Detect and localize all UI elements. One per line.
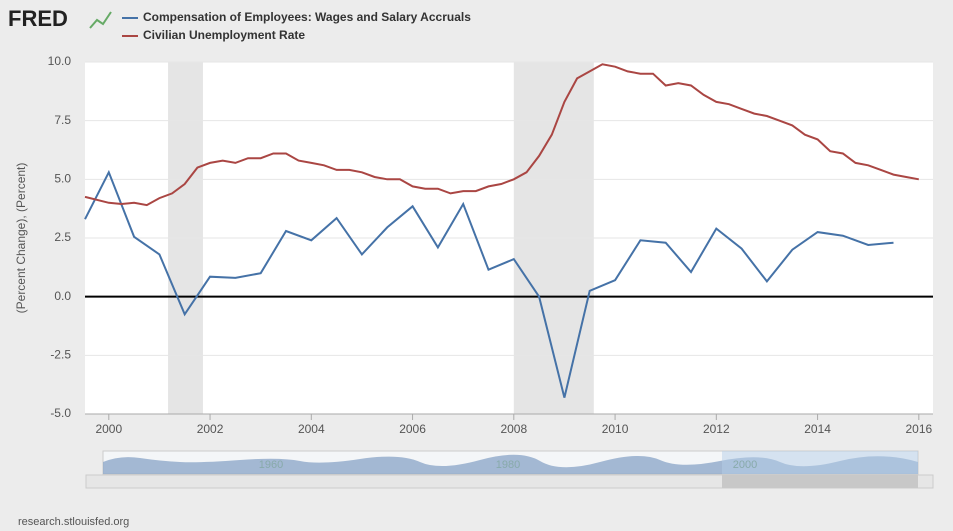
- logo: FRED: [8, 6, 68, 31]
- navigator-area: [103, 454, 918, 474]
- x-tick-label: 2014: [804, 422, 831, 436]
- footer: research.stlouisfed.org: [18, 516, 129, 528]
- x-tick-label: 2000: [95, 422, 122, 436]
- y-tick-label: -2.5: [50, 348, 71, 362]
- logo-icon: [89, 11, 112, 29]
- x-tick-label: 2008: [500, 422, 527, 436]
- navigator-label: 2000: [733, 459, 757, 471]
- x-tick-label: 2004: [298, 422, 325, 436]
- y-tick-label: 5.0: [54, 172, 71, 186]
- x-tick-label: 2006: [399, 422, 426, 436]
- navigator-label: 1960: [259, 459, 283, 471]
- x-tick-label: 2016: [905, 422, 932, 436]
- series-line: [84, 169, 894, 398]
- series-line: [84, 63, 919, 207]
- navigator: 1960 1980 2000: [85, 450, 934, 489]
- legend-label: Civilian Unemployment Rate: [143, 28, 305, 42]
- x-tick-label: 2010: [602, 422, 629, 436]
- scrollbar-thumb[interactable]: [722, 475, 918, 488]
- x-tick-label: 2002: [197, 422, 224, 436]
- y-axis-label: (Percent Change), (Percent): [14, 163, 28, 314]
- y-tick-label: 10.0: [48, 54, 72, 68]
- navigator-label: 1980: [496, 459, 520, 471]
- x-tick-label: 2012: [703, 422, 730, 436]
- navigator-selection[interactable]: [722, 451, 918, 474]
- y-tick-label: 7.5: [54, 113, 71, 127]
- scrollbar[interactable]: [85, 474, 934, 489]
- legend-label: Compensation of Employees: Wages and Sal…: [143, 10, 471, 24]
- y-tick-label: -5.0: [50, 406, 71, 420]
- y-tick-label: 2.5: [54, 230, 71, 244]
- y-tick-label: 0.0: [54, 289, 71, 303]
